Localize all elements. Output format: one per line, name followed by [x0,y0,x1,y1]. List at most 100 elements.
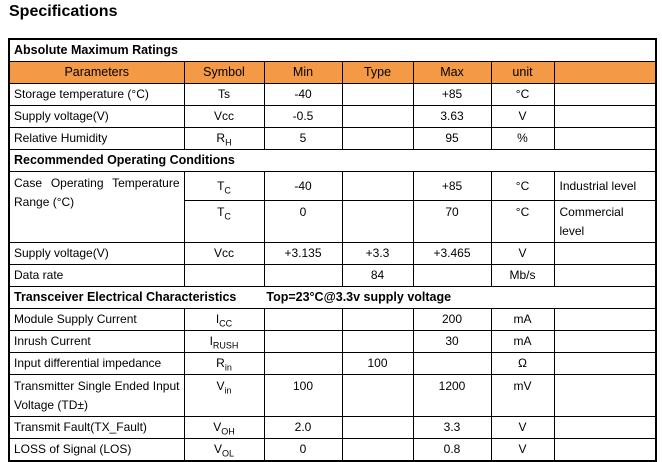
section-row-recommended-operating-conditions: Recommended Operating Conditions [8,149,657,172]
param-cell: LOSS of Signal (LOS) [8,438,185,462]
max-cell: 200 [412,308,492,331]
unit-cell: °C [490,171,555,201]
unit-cell: °C [490,200,555,243]
param-cell-case-operating-temperature: Case Operating Temperature Range (°C) [8,171,185,243]
type-cell [341,374,414,417]
param-cell: Module Supply Current [8,308,185,331]
symbol-cell: VOL [183,438,265,462]
table-row-relative-humidity: Relative Humidity RH 5 95 % [8,127,657,150]
type-cell [341,330,414,353]
note-cell [553,105,657,128]
type-cell: 100 [341,352,414,375]
table-row-transmitter-single-ended-input-voltage: Transmitter Single Ended Input Voltage (… [8,374,657,417]
param-cell: Inrush Current [8,330,185,353]
table-row-data-rate: Data rate 84 Mb/s [8,264,657,287]
type-cell [341,105,414,128]
max-cell: 3.3 [412,416,492,439]
max-cell: 0.8 [412,438,492,462]
max-cell: 3.63 [412,105,492,128]
type-cell: 84 [341,264,414,287]
unit-cell: V [490,105,555,128]
table-row-input-differential-impedance: Input differential impedance Rin 100 Ω [8,352,657,375]
table-row-inrush-current: Inrush Current IRUSH 30 mA [8,330,657,353]
note-cell-commercial-level: Commercial level [553,200,657,243]
table-row-supply-voltage-rec: Supply voltage(V) Vcc +3.135 +3.3 +3.465… [8,242,657,265]
symbol-cell: TC [183,171,265,201]
column-header-row: Parameters Symbol Min Type Max unit [8,61,657,84]
unit-cell: V [490,242,555,265]
max-cell [412,352,492,375]
symbol-cell: TC [183,200,265,243]
max-cell: 70 [412,200,492,243]
min-cell: 0 [263,438,343,462]
unit-cell: °C [490,83,555,106]
param-cell: Transmitter Single Ended Input Voltage (… [8,374,185,417]
min-cell: -0.5 [263,105,343,128]
type-cell: +3.3 [341,242,414,265]
unit-cell: V [490,438,555,462]
max-cell: +85 [412,83,492,106]
min-cell: +3.135 [263,242,343,265]
min-cell [263,352,343,375]
max-cell: +3.465 [412,242,492,265]
min-cell: 0 [263,200,343,243]
type-cell [341,83,414,106]
table-row-transmit-fault: Transmit Fault(TX_Fault) VOH 2.0 3.3 V [8,416,657,439]
table-row-storage-temperature: Storage temperature (°C) Ts -40 +85 °C [8,83,657,106]
section-row-absolute-maximum-ratings: Absolute Maximum Ratings [8,38,657,62]
table-row-supply-voltage-abs: Supply voltage(V) Vcc -0.5 3.63 V [8,105,657,128]
symbol-cell: Ts [183,83,265,106]
symbol-cell: RH [183,127,265,150]
symbol-cell: IRUSH [183,330,265,353]
min-cell [263,264,343,287]
section-header-absolute-maximum-ratings: Absolute Maximum Ratings [8,38,657,62]
max-cell: +85 [412,171,492,201]
type-cell [341,438,414,462]
col-header-type: Type [341,61,414,84]
col-header-min: Min [263,61,343,84]
max-cell [412,264,492,287]
unit-cell: mA [490,308,555,331]
max-cell: 30 [412,330,492,353]
section-subtitle-test-condition: Top=23°C@3.3v supply voltage [266,290,452,304]
unit-cell: % [490,127,555,150]
col-header-symbol: Symbol [183,61,265,84]
symbol-cell: Vcc [183,242,265,265]
col-header-unit: unit [490,61,555,84]
section-header-recommended-operating-conditions: Recommended Operating Conditions [8,149,657,172]
col-header-extra [553,61,657,84]
note-cell [553,330,657,353]
section-row-transceiver-electrical-characteristics: Transceiver Electrical Characteristics To… [8,286,657,309]
min-cell [263,308,343,331]
note-cell [553,438,657,462]
note-cell [553,416,657,439]
param-cell: Input differential impedance [8,352,185,375]
note-cell [553,83,657,106]
param-cell: Storage temperature (°C) [8,83,185,106]
note-cell [553,352,657,375]
table-row-case-temp-commercial: TC 0 70 °C Commercial level [9,200,657,243]
param-cell: Supply voltage(V) [8,242,185,265]
param-cell: Transmit Fault(TX_Fault) [8,416,185,439]
note-cell [553,374,657,417]
type-cell [341,416,414,439]
table-row-module-supply-current: Module Supply Current ICC 200 mA [8,308,657,331]
section-header-transceiver-electrical-characteristics: Transceiver Electrical Characteristics To… [8,286,657,309]
param-cell: Relative Humidity [8,127,185,150]
note-cell-industrial-level: Industrial level [553,171,657,201]
symbol-cell [183,264,265,287]
min-cell: -40 [263,83,343,106]
table-row-case-temp-industrial: Case Operating Temperature Range (°C) TC… [8,171,657,243]
note-cell [553,308,657,331]
unit-cell: Ω [490,352,555,375]
unit-cell: mA [490,330,555,353]
symbol-cell: Vcc [183,105,265,128]
spec-table: Absolute Maximum Ratings Parameters Symb… [8,38,658,462]
symbol-cell: Vin [183,374,265,417]
unit-cell: mV [490,374,555,417]
min-cell: 100 [263,374,343,417]
type-cell [341,127,414,150]
note-cell [553,242,657,265]
max-cell: 95 [412,127,492,150]
type-cell [341,171,414,201]
